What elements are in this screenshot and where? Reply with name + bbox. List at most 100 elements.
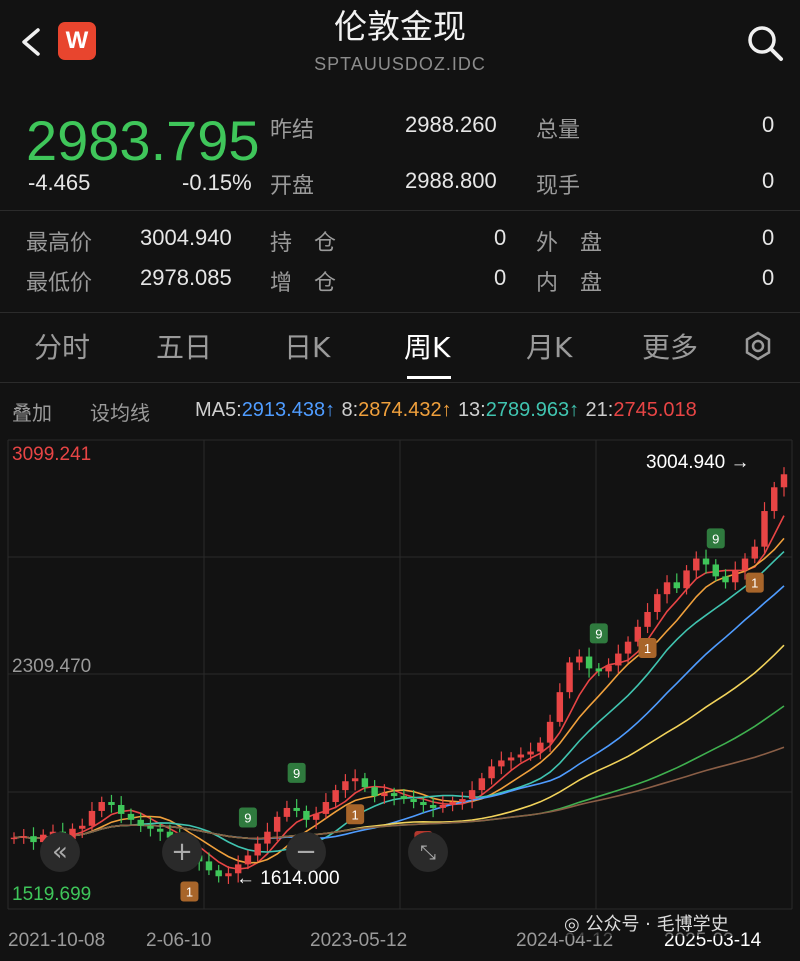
candle-body [498, 760, 505, 767]
candle-body [88, 810, 96, 826]
candle-body [654, 594, 661, 612]
signal-marker [638, 637, 657, 658]
watermark: ◎ 公众号 · 毛博学史 [560, 910, 733, 936]
candle-body [780, 474, 788, 488]
ma21-value: 2745.018 [613, 399, 697, 421]
candle-body [303, 810, 310, 820]
stat-label: 昨结 [270, 118, 315, 143]
expand-icon: ⤡ [420, 840, 436, 864]
x-axis-label: 2023-05-12 [310, 930, 408, 951]
candle-body [732, 570, 739, 583]
signal-marker-label: 9 [595, 626, 602, 641]
candle-body [205, 861, 213, 871]
candle-body [215, 870, 222, 877]
stat-label: 现手 [536, 174, 581, 199]
candle-body [537, 742, 544, 752]
zoom-out-button[interactable]: − [286, 832, 326, 872]
x-axis-label: 2021-10-08 [8, 930, 106, 951]
candle-body [722, 576, 729, 583]
tab-more[interactable]: 更多 [642, 331, 699, 364]
candle-body [634, 626, 642, 642]
ma13-label: 13: [457, 399, 486, 421]
candle-body [771, 487, 778, 512]
stat-label: 持 仓 [270, 231, 337, 256]
set-ma-button[interactable]: 设均线 [90, 401, 150, 425]
candle-body [283, 807, 291, 817]
chart-settings-button[interactable] [742, 330, 774, 366]
candle-body [527, 751, 534, 755]
candle-body [40, 834, 47, 843]
active-tab-indicator [407, 376, 451, 379]
candle-body [108, 802, 115, 805]
search-button[interactable] [744, 22, 786, 64]
candle-body [702, 558, 710, 565]
signal-marker [706, 528, 725, 549]
ma-line [13, 585, 785, 840]
back-button[interactable] [14, 24, 50, 60]
candle-body [254, 843, 261, 856]
ma21-label: 21: [585, 399, 614, 421]
candle-body [342, 781, 349, 791]
signal-marker [346, 804, 365, 825]
stat-value: 0 [494, 225, 507, 250]
candle-body [459, 799, 466, 803]
divider [0, 382, 800, 383]
kline-chart-svg: 199199191 [7, 439, 793, 910]
candle-body [69, 828, 76, 840]
candle-body [663, 582, 671, 595]
candle-body [644, 611, 651, 627]
candle-body [605, 665, 612, 672]
app-badge[interactable]: W [58, 22, 96, 60]
kline-chart[interactable]: 199199191 3099.241 2309.470 1519.699 300… [0, 432, 800, 957]
price-change-pct: -0.15% [182, 170, 252, 195]
candle-body [693, 558, 700, 571]
zoom-in-button[interactable]: + [162, 832, 202, 872]
x-axis-label: 2-06-10 [146, 930, 212, 951]
candle-body [137, 819, 144, 826]
chevron-left-icon [22, 28, 40, 56]
ma-values: MA5:2913.438↑ 8:2874.432↑ 13:2789.963↑ 2… [195, 397, 800, 422]
candle-body [449, 802, 456, 805]
overlay-button[interactable]: 叠加 [12, 401, 52, 425]
candle-body [312, 813, 320, 820]
last-price: 2983.795 [26, 109, 260, 172]
tab-five-day[interactable]: 五日 [156, 331, 213, 364]
stat-value: 0 [762, 168, 775, 193]
candle-body [234, 864, 242, 874]
candle-body [556, 692, 564, 722]
signal-marker-label: 9 [244, 810, 251, 825]
scroll-left-button[interactable]: « [40, 832, 80, 872]
candle-body [20, 836, 27, 838]
chart-grid [7, 439, 793, 910]
tab-daily-k[interactable]: 日K [284, 331, 331, 364]
fullscreen-button[interactable]: ⤡ [408, 832, 448, 872]
candle-body [79, 825, 86, 829]
minus-icon: − [295, 837, 317, 867]
symbol-code: SPTAUUSDOZ.IDC [314, 54, 486, 74]
candle-body [420, 802, 427, 805]
candle-body [751, 546, 758, 559]
high-annotation-value: 3004.940 [646, 452, 726, 473]
signal-marker-label: 1 [352, 807, 359, 822]
candle-body [741, 558, 749, 571]
high-annotation: 3004.940 → [646, 452, 750, 473]
candle-body [576, 656, 583, 663]
tab-monthly-k[interactable]: 月K [526, 331, 573, 364]
stat-label: 外 盘 [536, 231, 603, 256]
low-annotation-value: 1614.000 [260, 868, 340, 889]
stat-value: 0 [762, 225, 775, 250]
tab-intraday[interactable]: 分时 [34, 331, 91, 364]
low-annotation: ← 1614.000 [236, 868, 340, 889]
candle-body [225, 873, 232, 877]
signal-marker [180, 881, 199, 902]
candle-body [400, 796, 408, 800]
ma8-label: 8: [341, 399, 359, 421]
stat-label: 开盘 [270, 174, 315, 199]
candle-body [585, 656, 593, 669]
tab-weekly-k[interactable]: 周K [404, 331, 451, 364]
ma8-value: 2874.432↑ [358, 399, 452, 421]
candle-body [624, 641, 632, 654]
candle-body [566, 662, 573, 693]
signal-marker-label: 1 [644, 641, 651, 656]
stat-value: 0 [762, 112, 775, 137]
